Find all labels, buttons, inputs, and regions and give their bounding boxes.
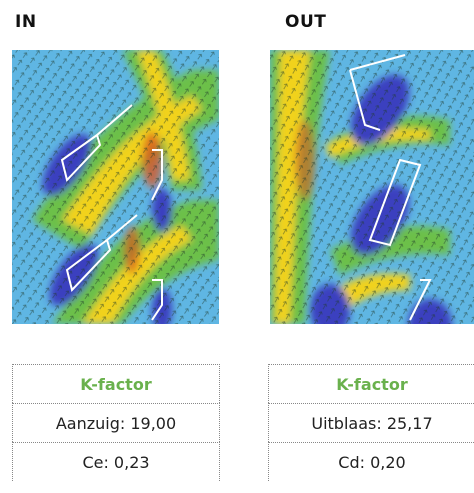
aanzuig-value: Aanzuig: 19,00 — [12, 403, 220, 442]
flow-field-out — [270, 50, 474, 324]
panel-title-in: IN — [15, 12, 37, 32]
flow-simulation-in — [12, 50, 219, 324]
k-factor-header-in: K-factor — [12, 364, 220, 403]
k-factor-table-out: K-factor Uitblaas: 25,17 Cd: 0,20 — [268, 364, 474, 481]
ce-value: Ce: 0,23 — [12, 442, 220, 481]
k-factor-header-out: K-factor — [268, 364, 474, 403]
flow-simulation-out — [270, 50, 474, 324]
panel-title-out: OUT — [285, 12, 327, 32]
cd-value: Cd: 0,20 — [268, 442, 474, 481]
flow-field-in — [12, 50, 219, 324]
k-factor-table-in: K-factor Aanzuig: 19,00 Ce: 0,23 — [12, 364, 220, 481]
uitblaas-value: Uitblaas: 25,17 — [268, 403, 474, 442]
